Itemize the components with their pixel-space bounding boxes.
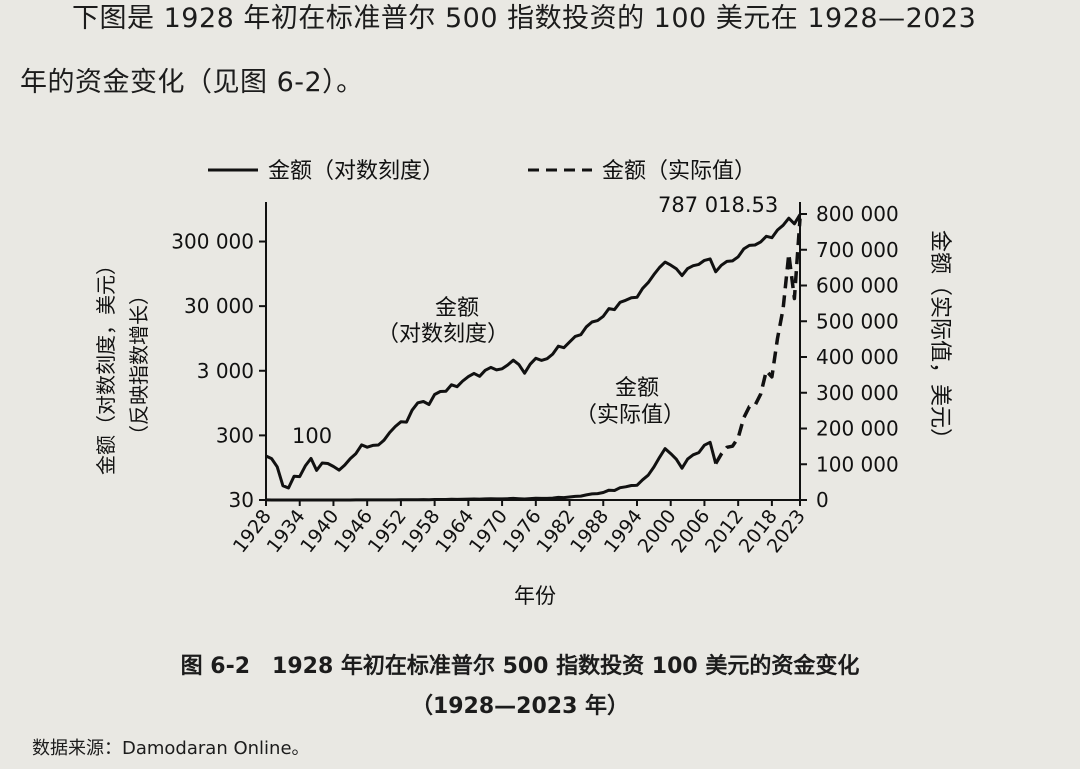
figure-source: 数据来源：Damodaran Online。 (32, 738, 310, 759)
intro-paragraph: 下图是 1928 年初在标准普尔 500 指数投资的 100 美元在 1928—… (20, 0, 1062, 115)
left-tick-label: 30 000 (184, 294, 254, 318)
left-tick-label: 300 (216, 423, 254, 447)
legend-actual-label: 金额（实际值） (602, 159, 756, 184)
annotation-start-value: 100 (292, 424, 332, 448)
right-tick-label: 0 (816, 488, 829, 512)
left-tick-label: 30 (229, 488, 254, 512)
left-axis-label-line1: 金额（对数刻度，美元） (94, 255, 118, 475)
annotation-end-value: 787 018.53 (658, 193, 778, 217)
left-axis-label: 金额（对数刻度，美元） （反映指数增长） (94, 255, 151, 475)
intro-line-2: 年的资金变化（见图 6-2）。 (20, 67, 364, 98)
figure-caption-line1: 图 6-2 1928 年初在标准普尔 500 指数投资 100 美元的资金变化 (180, 654, 860, 679)
right-tick-label: 500 000 (816, 309, 899, 333)
series-actual-line (265, 440, 718, 502)
series-log-line (265, 213, 802, 490)
right-tick-label: 600 000 (816, 274, 899, 298)
right-tick-label: 800 000 (816, 202, 899, 226)
chart-legend: 金额（对数刻度） 金额（实际值） (208, 159, 756, 184)
right-tick-label: 300 000 (816, 381, 899, 405)
left-tick-label: 3 000 (197, 359, 254, 383)
right-tick-label: 200 000 (816, 417, 899, 441)
annotation-log-line1: 金额 (435, 296, 479, 321)
annotation-actual-line2: （实际值） (575, 403, 685, 428)
x-axis-label: 年份 (514, 584, 556, 608)
left-axis-label-line2: （反映指数增长） (127, 285, 151, 445)
intro-line-1: 下图是 1928 年初在标准普尔 500 指数投资的 100 美元在 1928—… (72, 3, 977, 34)
annotation-log-line2: （对数刻度） (377, 322, 509, 347)
series-actual-dashed-line (714, 218, 802, 465)
left-tick-label: 300 000 (171, 230, 254, 254)
right-tick-label: 700 000 (816, 238, 899, 262)
annotation-actual-line1: 金额 (615, 376, 659, 401)
right-tick-label: 100 000 (816, 452, 899, 476)
right-axis-label: 金额（实际值，美元） (927, 230, 952, 450)
legend-log-label: 金额（对数刻度） (268, 159, 444, 184)
right-tick-label: 400 000 (816, 345, 899, 369)
figure-caption-line2: （1928—2023 年） (410, 694, 630, 719)
